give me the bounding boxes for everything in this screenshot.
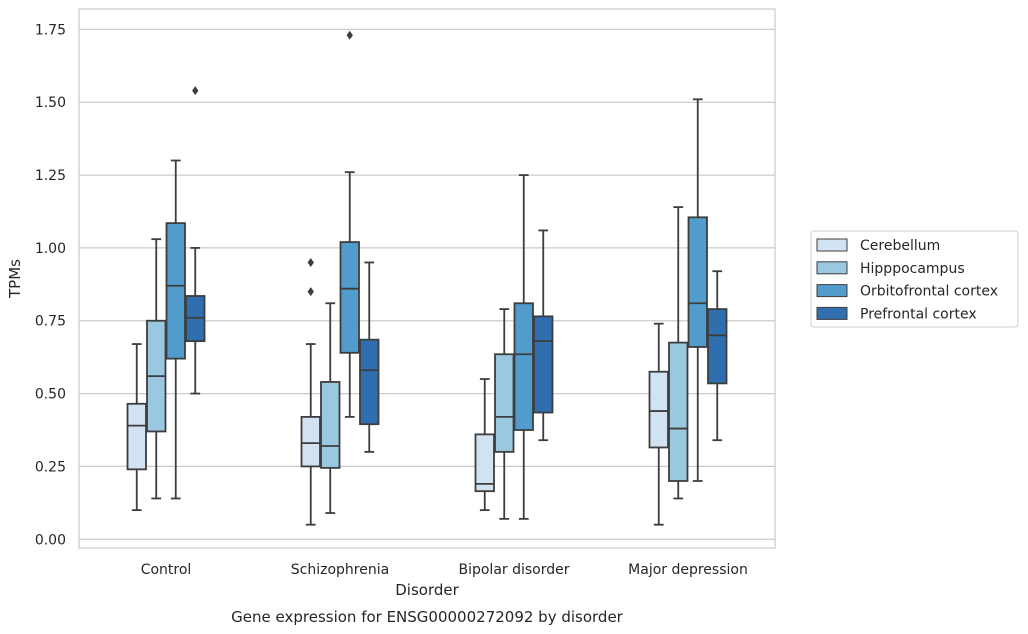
y-tick-label: 1.50 [35, 95, 66, 111]
box-hipppocampus [146, 238, 167, 500]
box-body [165, 222, 186, 360]
box-body [533, 315, 554, 414]
box-orbitofrontal-cortex [165, 159, 186, 500]
y-tick-label: 1.00 [35, 241, 66, 257]
box-cerebellum [300, 257, 321, 526]
legend-swatch [816, 261, 848, 275]
x-tick-label: Control [141, 562, 192, 578]
box-body [320, 381, 341, 469]
legend-swatch [816, 306, 848, 320]
box-body [687, 216, 708, 348]
y-tick-label: 1.25 [35, 168, 66, 184]
outlier-point [346, 30, 353, 40]
legend-frame [810, 230, 1019, 328]
x-tick-label: Schizophrenia [291, 562, 389, 578]
box-body [339, 241, 360, 354]
legend-label: Orbitofrontal cortex [860, 284, 998, 300]
box-cerebellum [126, 343, 147, 512]
outlier-point [307, 257, 314, 267]
legend-items: Cerebellum Hipppocampus Orbitofrontal cort… [816, 238, 998, 322]
y-tick-label: 0.75 [35, 314, 66, 330]
box-body [707, 308, 728, 385]
box-hipppocampus [668, 206, 689, 500]
boxes-layer [126, 30, 728, 526]
box-prefrontal-cortex [707, 270, 728, 442]
box-prefrontal-cortex [533, 229, 554, 442]
box-body [668, 341, 689, 482]
y-tick-label: 0.00 [35, 532, 66, 548]
y-axis-label: TPMs [6, 259, 24, 299]
outlier-point [307, 287, 314, 297]
box-prefrontal-cortex [359, 261, 380, 453]
box-orbitofrontal-cortex [339, 30, 360, 418]
box-body [359, 338, 380, 426]
legend-swatch [816, 284, 848, 298]
legend-label: Hipppocampus [860, 261, 965, 277]
box-cerebellum [648, 322, 669, 526]
legend-label: Cerebellum [860, 238, 940, 254]
x-axis-label: Disorder [395, 581, 459, 599]
y-tick-label: 1.75 [35, 22, 66, 38]
box-body [300, 415, 321, 468]
box-orbitofrontal-cortex [687, 98, 708, 482]
box-body [126, 402, 147, 471]
x-tick-label: Bipolar disorder [458, 562, 569, 578]
box-body [474, 433, 495, 493]
box-hipppocampus [320, 302, 341, 514]
legend-swatch [816, 238, 848, 252]
box-body [513, 302, 534, 431]
legend-label: Prefrontal cortex [860, 306, 977, 322]
box-body [648, 370, 669, 449]
x-tick-label: Major depression [628, 562, 748, 578]
plot-frame [78, 8, 776, 549]
box-hipppocampus [494, 308, 515, 520]
chart-caption: Gene expression for ENSG00000272092 by d… [231, 608, 624, 626]
box-body [494, 353, 515, 453]
box-prefrontal-cortex [185, 86, 206, 395]
x-tick-labels: Control Schizophrenia Bipolar disorder Majo… [141, 562, 748, 578]
y-tick-label: 0.25 [35, 459, 66, 475]
box-cerebellum [474, 378, 495, 512]
outlier-point [192, 86, 199, 96]
legend: Cerebellum Hipppocampus Orbitofrontal cort… [810, 230, 1019, 328]
y-tick-label: 0.50 [35, 387, 66, 403]
y-tick-labels: 0.00 0.25 0.50 0.75 1.00 1.25 1.50 1.75 [35, 22, 66, 548]
box-orbitofrontal-cortex [513, 174, 534, 520]
